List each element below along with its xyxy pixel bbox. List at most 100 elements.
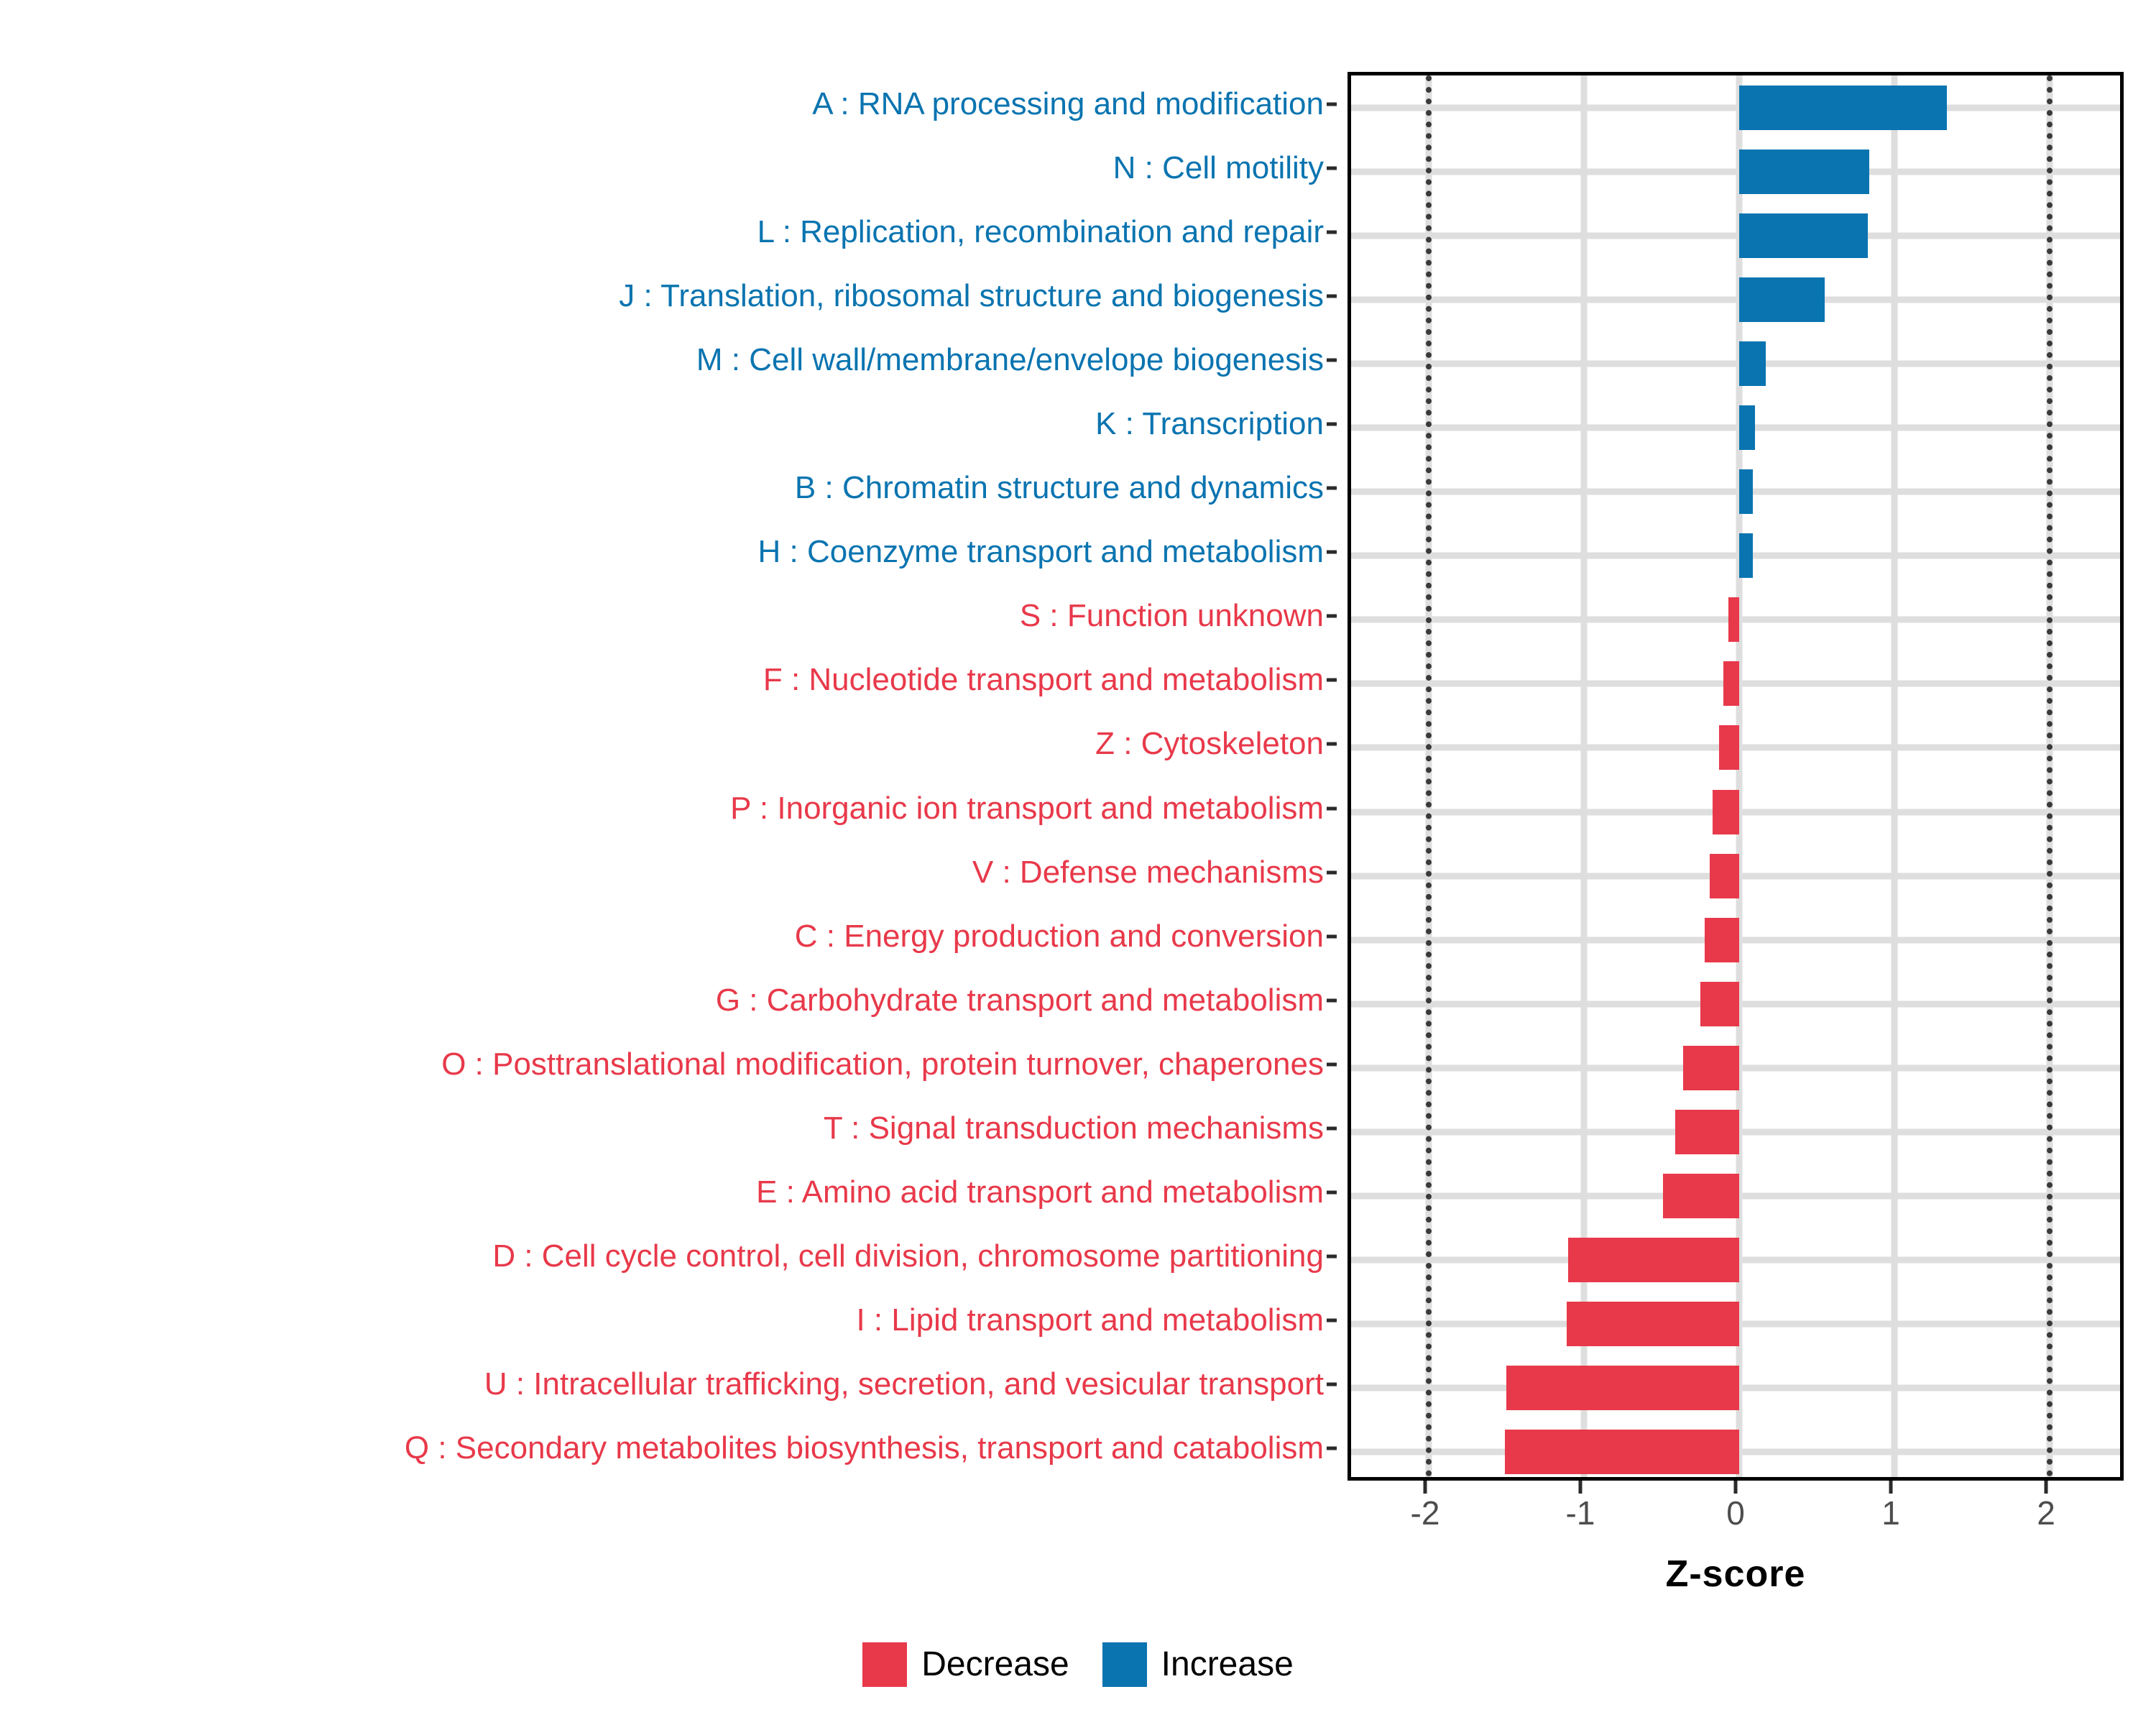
bar bbox=[1739, 213, 1869, 258]
y-axis-label: F : Nucleotide transport and metabolism bbox=[763, 662, 1324, 698]
bar bbox=[1739, 85, 1948, 130]
y-axis-label: A : RNA processing and modification bbox=[812, 86, 1324, 121]
bar bbox=[1739, 533, 1754, 579]
chart-legend: Decrease Increase bbox=[0, 1642, 2156, 1687]
bar bbox=[1723, 661, 1739, 707]
grid-line-horizontal bbox=[1351, 424, 2120, 431]
plot-panel bbox=[1348, 72, 2124, 1481]
bar bbox=[1675, 1110, 1739, 1154]
y-axis-tick bbox=[1327, 1446, 1337, 1450]
y-axis-label: K : Transcription bbox=[1095, 406, 1324, 441]
y-axis-tick bbox=[1327, 678, 1337, 682]
x-axis-tick-label: 1 bbox=[1881, 1494, 1900, 1532]
y-axis-tick bbox=[1327, 742, 1337, 746]
bar bbox=[1718, 725, 1739, 770]
bar bbox=[1663, 1174, 1739, 1219]
grid-line-horizontal bbox=[1351, 104, 2120, 111]
y-axis-tick bbox=[1327, 1382, 1337, 1386]
y-axis-label: S : Function unknown bbox=[1019, 598, 1324, 634]
y-axis-tick bbox=[1327, 1190, 1337, 1195]
y-axis-label: B : Chromatin structure and dynamics bbox=[794, 470, 1324, 506]
x-axis-tick-label: -1 bbox=[1565, 1494, 1595, 1532]
x-axis-tick-label: 2 bbox=[2037, 1494, 2055, 1532]
grid-line-horizontal bbox=[1351, 296, 2120, 303]
y-axis-label: U : Intracellular trafficking, secretion… bbox=[484, 1366, 1324, 1402]
reference-line bbox=[2047, 75, 2053, 1477]
bar bbox=[1728, 597, 1739, 643]
y-axis-label: T : Signal transduction mechanisms bbox=[823, 1110, 1324, 1146]
x-axis-tick bbox=[2044, 1481, 2048, 1494]
y-axis-label: M : Cell wall/membrane/envelope biogenes… bbox=[696, 341, 1324, 377]
y-axis-label: G : Carbohydrate transport and metabolis… bbox=[715, 982, 1324, 1018]
y-axis-tick bbox=[1327, 870, 1337, 875]
y-axis-label: O : Posttranslational modification, prot… bbox=[441, 1046, 1324, 1082]
x-axis-tick bbox=[1733, 1481, 1738, 1494]
y-axis-label: Q : Secondary metabolites biosynthesis, … bbox=[404, 1430, 1324, 1466]
bar bbox=[1739, 405, 1755, 450]
y-axis-label: D : Cell cycle control, cell division, c… bbox=[492, 1238, 1324, 1274]
y-axis-labels: A : RNA processing and modification N : C… bbox=[0, 72, 1337, 1481]
y-axis-tick bbox=[1327, 1126, 1337, 1131]
grid-line-horizontal bbox=[1351, 552, 2120, 559]
bar bbox=[1568, 1238, 1739, 1283]
y-axis-label: Z : Cytoskeleton bbox=[1095, 726, 1324, 762]
x-axis-tick bbox=[1578, 1481, 1583, 1494]
y-axis-label: P : Inorganic ion transport and metaboli… bbox=[730, 790, 1324, 826]
y-axis-label: E : Amino acid transport and metabolism bbox=[756, 1174, 1324, 1210]
y-axis-tick bbox=[1327, 486, 1337, 490]
bar bbox=[1713, 789, 1739, 834]
grid-line-horizontal bbox=[1351, 488, 2120, 495]
y-axis-tick bbox=[1327, 998, 1337, 1003]
legend-label: Decrease bbox=[921, 1645, 1069, 1683]
grid-line-horizontal bbox=[1351, 168, 2120, 175]
y-axis-label: L : Replication, recombination and repai… bbox=[757, 213, 1324, 249]
bar bbox=[1504, 1430, 1739, 1475]
grid-line-vertical bbox=[1580, 75, 1588, 1477]
y-axis-label: C : Energy production and conversion bbox=[794, 918, 1324, 954]
x-axis-tick-label: 0 bbox=[1726, 1494, 1745, 1532]
bar bbox=[1705, 917, 1739, 962]
x-axis-tick bbox=[1423, 1481, 1427, 1494]
y-axis-tick bbox=[1327, 614, 1337, 618]
plot-area bbox=[1351, 75, 2120, 1477]
bar bbox=[1739, 469, 1754, 515]
x-axis: -2 -1 0 1 2 bbox=[1348, 1481, 2124, 1567]
grid-line-horizontal bbox=[1351, 232, 2120, 239]
y-axis-tick bbox=[1327, 294, 1337, 298]
y-axis-tick bbox=[1327, 230, 1337, 234]
grid-line-vertical bbox=[1891, 75, 1898, 1477]
bar bbox=[1506, 1366, 1739, 1411]
x-axis-title: Z-score bbox=[1665, 1553, 1806, 1595]
bar bbox=[1700, 981, 1739, 1026]
x-axis-tick bbox=[1889, 1481, 1893, 1494]
legend-item[interactable]: Decrease bbox=[862, 1642, 1069, 1687]
grid-line-horizontal bbox=[1351, 360, 2120, 367]
x-axis-tick-label: -2 bbox=[1410, 1494, 1440, 1532]
reference-line bbox=[1426, 75, 1432, 1477]
legend-item[interactable]: Increase bbox=[1102, 1642, 1294, 1687]
bar bbox=[1683, 1045, 1739, 1090]
y-axis-tick bbox=[1327, 166, 1337, 170]
y-axis-label: I : Lipid transport and metabolism bbox=[856, 1302, 1324, 1338]
y-axis-tick bbox=[1327, 358, 1337, 362]
y-axis-label: V : Defense mechanisms bbox=[972, 854, 1324, 890]
y-axis-tick bbox=[1327, 806, 1337, 811]
legend-label: Increase bbox=[1161, 1645, 1294, 1683]
y-axis-tick bbox=[1327, 934, 1337, 939]
y-axis-label: H : Coenzyme transport and metabolism bbox=[757, 534, 1324, 570]
y-axis-tick bbox=[1327, 102, 1337, 106]
y-axis-tick bbox=[1327, 422, 1337, 426]
y-axis-label: J : Translation, ribosomal structure and… bbox=[619, 277, 1324, 313]
bar bbox=[1739, 277, 1825, 322]
y-axis-tick bbox=[1327, 1062, 1337, 1067]
bar bbox=[1739, 149, 1870, 194]
bar bbox=[1709, 853, 1739, 898]
bar bbox=[1567, 1302, 1739, 1347]
legend-swatch-increase bbox=[1102, 1642, 1147, 1687]
bar bbox=[1739, 341, 1766, 386]
y-axis-label: N : Cell motility bbox=[1112, 150, 1324, 185]
legend-swatch-decrease bbox=[862, 1642, 908, 1687]
y-axis-tick bbox=[1327, 1254, 1337, 1259]
grid-line-vertical bbox=[1736, 75, 1743, 1477]
